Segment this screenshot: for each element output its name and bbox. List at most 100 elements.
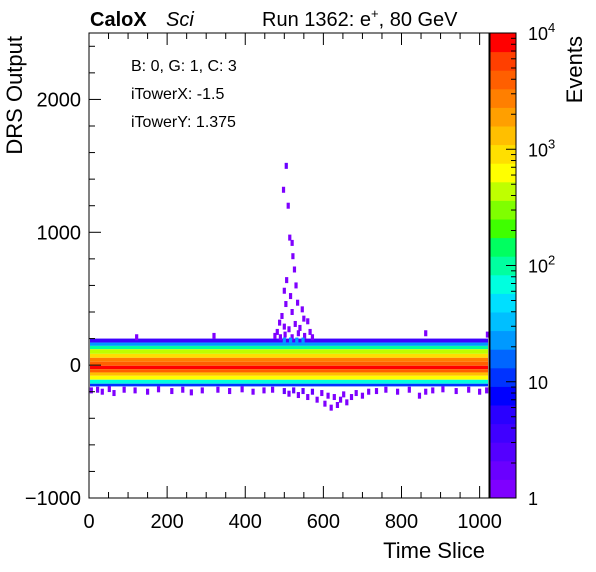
experiment-label: CaloX xyxy=(90,9,147,31)
heatmap-cell-pulse xyxy=(294,282,298,289)
x-tick-label: 1000 xyxy=(457,511,502,533)
heatmap-band xyxy=(90,353,488,358)
heatmap-cell-negative xyxy=(338,396,343,403)
heatmap-cell-negative xyxy=(441,386,445,393)
heatmap-band xyxy=(90,357,488,362)
color-scale-segment xyxy=(490,51,516,71)
heatmap-cell-negative xyxy=(342,391,346,398)
heatmap-cell-negative xyxy=(454,388,458,395)
color-scale-segment xyxy=(490,405,516,425)
heatmap-cell-negative xyxy=(89,387,93,394)
color-scale-segment xyxy=(490,200,516,220)
heatmap-cell-pulse xyxy=(302,315,306,322)
heatmap-cell-negative xyxy=(360,392,365,399)
heatmap-cells xyxy=(89,162,490,411)
heatmap-cell-negative xyxy=(181,386,185,393)
color-scale-segment xyxy=(490,163,516,183)
info-box xyxy=(122,45,362,141)
z-tick-label-base: 10 xyxy=(528,140,548,160)
heatmap-cell-negative xyxy=(145,388,150,395)
heatmap-cell-negative xyxy=(292,387,296,394)
color-scale-segment xyxy=(490,479,516,499)
heatmap-band xyxy=(90,383,488,387)
y-tick-label: 2000 xyxy=(37,89,82,111)
info-line-tower-x: iTowerX: -1.5 xyxy=(131,86,224,103)
z-tick-label: 1 xyxy=(528,489,538,509)
color-scale-segment xyxy=(490,219,516,239)
heatmap-cell-pulse xyxy=(288,234,292,241)
color-scale-segment xyxy=(490,126,516,146)
y-axis-label: DRS Output xyxy=(2,36,27,155)
heatmap-band xyxy=(90,345,488,350)
heatmap-cell-negative xyxy=(367,388,371,395)
color-scale-segment xyxy=(490,107,516,127)
heatmap-cell-negative xyxy=(100,388,104,395)
heatmap-cell-pulse xyxy=(292,266,297,273)
heatmap-band xyxy=(90,375,488,380)
heatmap-cell-pulse xyxy=(284,301,288,308)
z-tick-label-base: 10 xyxy=(528,257,548,277)
run-label-prefix: Run 1362: e xyxy=(262,9,371,31)
x-axis-label: Time Slice xyxy=(383,538,485,563)
heatmap-cell-pulse xyxy=(290,334,294,341)
heatmap-cell-pulse xyxy=(310,334,315,341)
color-scale-segment xyxy=(490,237,516,257)
color-scale-segment xyxy=(490,349,516,369)
z-tick-label: 104 xyxy=(528,20,555,44)
heatmap-cell-negative xyxy=(395,388,400,395)
x-tick-label: 200 xyxy=(150,511,183,533)
heatmap-cell-sparse xyxy=(424,330,428,337)
heatmap-cell-sparse xyxy=(485,331,490,338)
heatmap-cell-pulse xyxy=(295,337,299,344)
heatmap-cell-negative xyxy=(282,388,286,395)
heatmap-cell-negative xyxy=(354,390,358,397)
heatmap-cell-negative xyxy=(262,387,266,394)
heatmap-cell-pulse xyxy=(293,320,297,327)
y-axis: −1000 0 1000 2000 xyxy=(25,45,101,510)
heatmap-cell-negative xyxy=(335,402,340,408)
heatmap-cell-negative xyxy=(431,387,435,394)
heatmap-cell-pulse xyxy=(282,323,286,330)
heatmap-cell-negative xyxy=(240,386,244,393)
heatmap-cell-pulse xyxy=(273,332,277,339)
heatmap-cell-negative xyxy=(345,399,349,406)
heatmap-cell-negative xyxy=(329,404,333,411)
heatmap-cell-pulse xyxy=(296,330,300,337)
z-tick-label-exponent: 3 xyxy=(548,136,555,151)
z-tick-label-exponent: 2 xyxy=(548,253,555,268)
color-scale-segment xyxy=(490,312,516,332)
run-label-particle: + xyxy=(371,6,379,21)
z-tick-label-base: 1 xyxy=(528,489,538,509)
color-scale-segment xyxy=(490,330,516,350)
heatmap-cell-negative xyxy=(310,388,315,395)
heatmap-cell-negative xyxy=(296,392,300,399)
heatmap-cell-negative xyxy=(407,386,411,393)
heatmap-cell-negative xyxy=(485,387,489,394)
color-scale-segment xyxy=(490,386,516,406)
heatmap-band xyxy=(90,379,488,384)
plot-frame xyxy=(88,32,490,499)
heatmap-cell-negative xyxy=(170,388,174,395)
heatmap-cell-negative xyxy=(95,386,100,393)
heatmap-cell-negative xyxy=(384,386,388,393)
z-tick-label-base: 10 xyxy=(528,373,548,393)
z-tick-label: 102 xyxy=(528,253,555,277)
heatmap-cell-pulse xyxy=(290,309,294,315)
x-tick-label: 600 xyxy=(307,511,340,533)
heatmap-cell-pulse xyxy=(306,318,310,325)
color-scale-bar xyxy=(490,33,516,499)
heatmap-band xyxy=(90,342,488,346)
heatmap-cell-pulse xyxy=(303,332,307,339)
color-scale-segment xyxy=(490,88,516,108)
heatmap-band xyxy=(90,365,488,370)
heatmap-cell-sparse xyxy=(135,334,139,341)
x-tick-label: 0 xyxy=(83,511,94,533)
color-scale-segment xyxy=(490,274,516,294)
heatmap-cell-negative xyxy=(326,392,330,399)
run-label: Run 1362: e+, 80 GeV xyxy=(262,6,458,31)
color-scale-segment xyxy=(490,367,516,387)
color-scale-segment xyxy=(490,423,516,443)
heatmap-cell-negative xyxy=(270,386,275,393)
